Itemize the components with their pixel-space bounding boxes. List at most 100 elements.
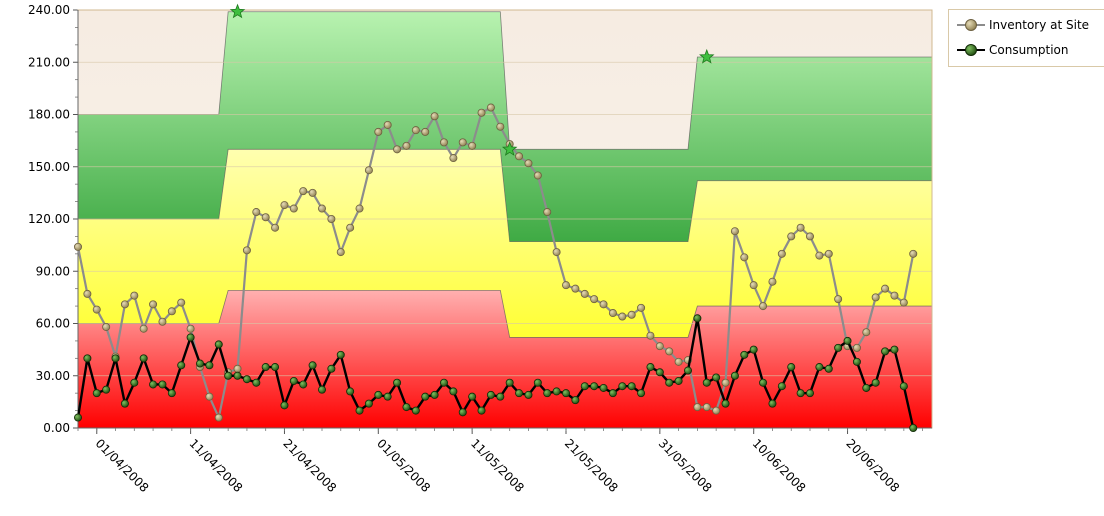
- inventory-point: [364, 166, 373, 175]
- consumption-point: [543, 389, 552, 398]
- consumption-point: [646, 363, 655, 372]
- inventory-point: [852, 343, 861, 352]
- consumption-point: [449, 387, 458, 396]
- consumption-point: [393, 378, 402, 387]
- x-tick-label: 10/06/2008: [750, 436, 809, 495]
- inventory-point: [571, 284, 580, 293]
- inventory-point: [562, 281, 571, 290]
- consumption-point: [608, 389, 617, 398]
- inventory-point: [449, 154, 458, 163]
- inventory-point: [289, 204, 298, 213]
- consumption-point: [252, 378, 261, 387]
- consumption-point: [317, 385, 326, 394]
- x-tick-label: 20/06/2008: [843, 436, 902, 495]
- inventory-point: [533, 171, 542, 180]
- inventory-point: [167, 307, 176, 316]
- inventory-point: [608, 309, 617, 318]
- inventory-point: [186, 324, 195, 333]
- consumption-point: [327, 364, 336, 373]
- band-green: [78, 11, 932, 242]
- consumption-point: [439, 378, 448, 387]
- consumption-point: [721, 399, 730, 408]
- inventory-point: [590, 295, 599, 304]
- inventory-point: [477, 108, 486, 117]
- consumption-point: [571, 396, 580, 405]
- consumption-point: [402, 403, 411, 412]
- consumption-point: [712, 373, 721, 382]
- star-marker: [229, 3, 246, 19]
- inventory-point: [815, 251, 824, 260]
- consumption-point: [92, 389, 101, 398]
- consumption-point: [618, 382, 627, 391]
- consumption-point: [289, 376, 298, 385]
- consumption-point: [167, 389, 176, 398]
- inventory-point: [730, 227, 739, 236]
- consumption-point: [796, 389, 805, 398]
- consumption-point: [881, 347, 890, 356]
- inventory-point: [214, 413, 223, 422]
- legend-item-consumption[interactable]: Consumption: [957, 41, 1068, 59]
- inventory-point: [252, 208, 261, 217]
- consumption-point: [787, 363, 796, 372]
- consumption-point: [655, 368, 664, 377]
- x-tick-label: 21/04/2008: [280, 436, 339, 495]
- inventory-point: [402, 141, 411, 150]
- consumption-point: [740, 350, 749, 359]
- inventory-point: [468, 141, 477, 150]
- consumption-point: [862, 383, 871, 392]
- consumption-point: [665, 378, 674, 387]
- consumption-point: [139, 354, 148, 363]
- consumption-point: [280, 401, 289, 410]
- consumption-point: [852, 357, 861, 366]
- consumption-point: [186, 333, 195, 342]
- inventory-point: [665, 347, 674, 356]
- consumption-point: [120, 399, 129, 408]
- consumption-point: [430, 390, 439, 399]
- legend-item-inventory[interactable]: Inventory at Site: [957, 16, 1089, 34]
- inventory-point: [458, 138, 467, 147]
- consumption-point: [815, 363, 824, 372]
- inventory-point: [346, 223, 355, 232]
- inventory-point: [205, 392, 214, 401]
- consumption-point: [890, 345, 899, 354]
- consumption-point: [580, 382, 589, 391]
- inventory-point: [280, 201, 289, 210]
- consumption-point: [205, 361, 214, 370]
- inventory-point: [740, 253, 749, 262]
- series: [74, 103, 918, 432]
- inventory-point: [637, 303, 646, 312]
- inventory-point: [824, 249, 833, 258]
- inventory-point: [439, 138, 448, 147]
- consumption-point: [411, 406, 420, 415]
- legend-label-consumption: Consumption: [989, 43, 1069, 57]
- inventory-point: [599, 300, 608, 309]
- inventory-point: [655, 342, 664, 351]
- inventory-point: [721, 378, 730, 387]
- consumption-point: [83, 354, 92, 363]
- consumption-point: [627, 382, 636, 391]
- inventory-point: [92, 305, 101, 314]
- inventory-point: [83, 289, 92, 298]
- inventory-point: [158, 317, 167, 326]
- consumption-point: [759, 378, 768, 387]
- inventory-point: [355, 204, 364, 213]
- inventory-point: [271, 223, 280, 232]
- y-tick-label: 90.00: [36, 264, 70, 278]
- consumption-point: [533, 378, 542, 387]
- inventory-point: [393, 145, 402, 154]
- inventory-point: [383, 120, 392, 129]
- consumption-point: [214, 340, 223, 349]
- inventory-point: [777, 249, 786, 258]
- inventory-point: [496, 122, 505, 131]
- star-marker: [501, 141, 518, 156]
- legend-swatch-inventory: [957, 19, 985, 31]
- inventory-point: [759, 302, 768, 311]
- inventory-point: [327, 214, 336, 223]
- inventory-point: [909, 249, 918, 258]
- y-tick-label: 210.00: [28, 55, 70, 69]
- inventory-point: [102, 322, 111, 331]
- inventory-point: [749, 281, 758, 290]
- consumption-point: [486, 390, 495, 399]
- consumption-point: [477, 406, 486, 415]
